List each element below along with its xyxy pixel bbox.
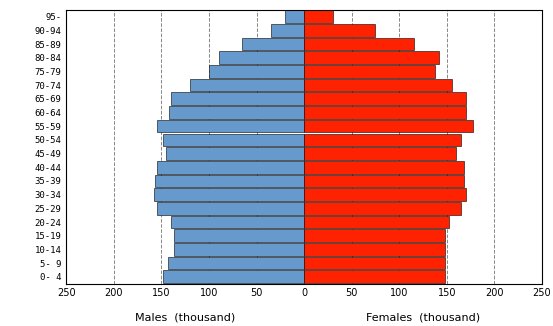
Bar bbox=[304, 271, 445, 283]
Bar bbox=[156, 161, 304, 173]
Bar bbox=[242, 38, 304, 50]
Bar bbox=[304, 52, 439, 64]
Bar bbox=[174, 230, 304, 242]
Bar bbox=[304, 134, 461, 146]
Bar bbox=[304, 243, 445, 256]
Bar bbox=[304, 106, 466, 119]
Bar bbox=[163, 271, 304, 283]
Bar bbox=[168, 257, 304, 269]
Bar bbox=[190, 79, 304, 91]
Bar bbox=[304, 38, 414, 50]
Bar bbox=[304, 161, 464, 173]
Bar bbox=[156, 202, 304, 215]
Bar bbox=[154, 188, 304, 201]
Text: Females  (thousand): Females (thousand) bbox=[366, 313, 480, 323]
Text: Males  (thousand): Males (thousand) bbox=[135, 313, 236, 323]
Bar bbox=[304, 24, 375, 37]
Bar bbox=[304, 10, 333, 23]
Bar bbox=[304, 230, 445, 242]
Bar bbox=[304, 79, 452, 91]
Bar bbox=[166, 147, 304, 160]
Bar bbox=[171, 93, 304, 105]
Bar bbox=[174, 243, 304, 256]
Bar bbox=[163, 134, 304, 146]
Bar bbox=[285, 10, 304, 23]
Bar bbox=[304, 202, 461, 215]
Bar bbox=[304, 188, 466, 201]
Bar bbox=[169, 106, 304, 119]
Bar bbox=[218, 52, 304, 64]
Bar bbox=[304, 257, 445, 269]
Bar bbox=[304, 216, 448, 228]
Bar bbox=[155, 175, 304, 187]
Bar bbox=[171, 216, 304, 228]
Bar bbox=[304, 65, 435, 78]
Bar bbox=[156, 120, 304, 132]
Bar bbox=[304, 147, 456, 160]
Bar bbox=[271, 24, 304, 37]
Bar bbox=[209, 65, 304, 78]
Bar bbox=[304, 120, 473, 132]
Bar bbox=[304, 93, 466, 105]
Bar bbox=[304, 175, 464, 187]
